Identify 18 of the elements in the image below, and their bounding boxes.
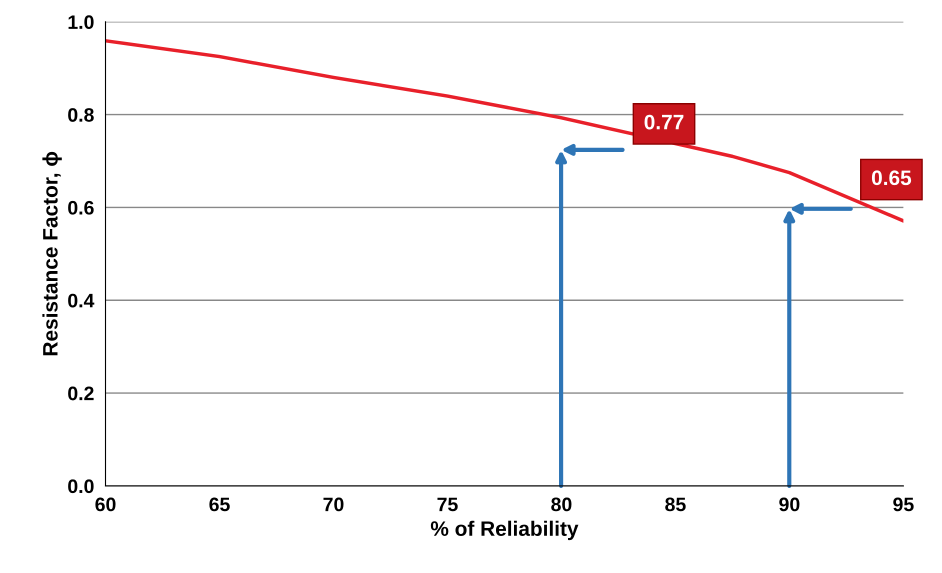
y-axis-title: Resistance Factor, ϕ: [42, 152, 62, 356]
annotation: 0.77: [644, 114, 684, 130]
y-tick-label: 0.6: [68, 200, 94, 215]
y-tick-label: 0.4: [68, 294, 94, 308]
y-tick-label: 1.0: [68, 15, 94, 30]
x-tick-label: 80: [551, 498, 572, 512]
x-tick-label: 70: [323, 498, 344, 512]
y-tick-label: 0.2: [68, 386, 94, 400]
x-tick-label: 75: [437, 498, 458, 512]
annotation: 0.65: [872, 170, 912, 186]
y-tick-label: 0.0: [68, 479, 94, 494]
x-axis-title: % of Reliability: [430, 520, 578, 540]
x-tick-label: 95: [893, 498, 914, 512]
y-tick-label: 0.8: [68, 108, 94, 122]
x-tick-label: 60: [95, 498, 116, 512]
x-tick-label: 85: [665, 498, 686, 512]
x-tick-label: 90: [779, 498, 800, 512]
x-tick-label: 65: [209, 498, 230, 512]
